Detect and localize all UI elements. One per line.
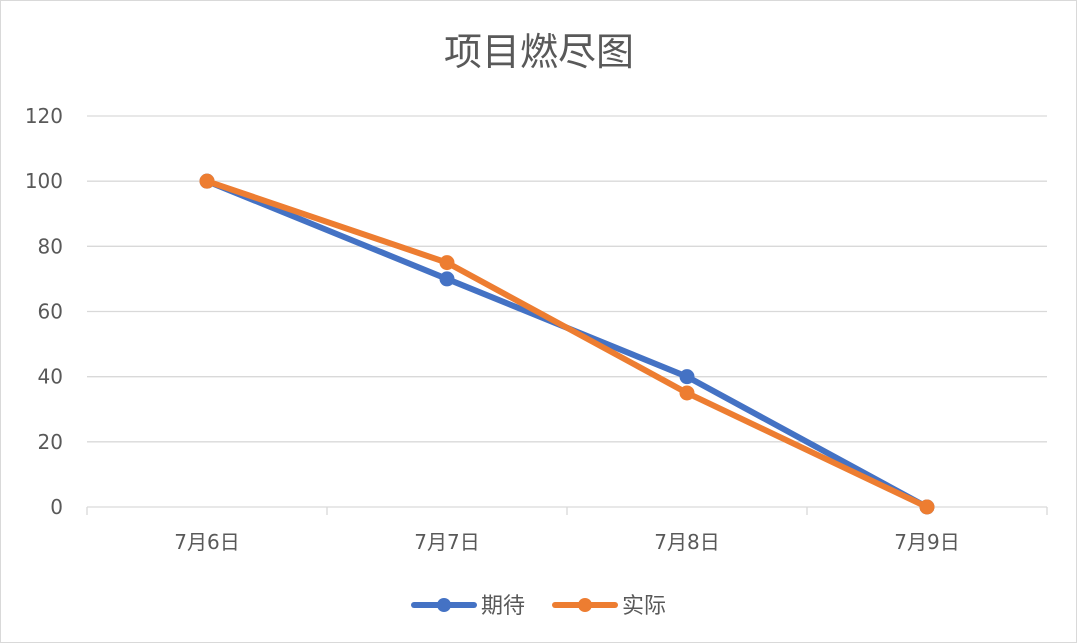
- axes: 0 20 40 60 80 100 120 7月6日 7月7日 7月8日 7月9日: [25, 104, 1048, 554]
- y-tick-label: 100: [25, 169, 63, 193]
- chart-title: 项目燃尽图: [444, 30, 634, 74]
- x-tick-label: 7月9日: [894, 530, 959, 554]
- legend-label: 期待: [481, 594, 525, 619]
- legend-label: 实际: [622, 594, 666, 619]
- legend-marker: [578, 598, 592, 612]
- gridlines: [87, 115, 1047, 443]
- x-tick-label: 7月6日: [174, 530, 239, 554]
- y-tick-label: 120: [25, 104, 63, 128]
- data-point: [439, 271, 455, 287]
- data-point: [679, 369, 695, 385]
- data-point: [679, 385, 695, 401]
- series-1: [199, 173, 935, 515]
- legend-item-2: 实际: [552, 594, 666, 619]
- series-2: [199, 173, 935, 515]
- y-tick-label: 0: [50, 495, 63, 519]
- x-tick-label: 7月8日: [654, 530, 719, 554]
- y-tick-label: 60: [38, 300, 63, 324]
- legend-item-1: 期待: [411, 594, 525, 619]
- data-point: [439, 255, 455, 271]
- legend-marker: [437, 598, 451, 612]
- data-point: [919, 499, 935, 515]
- legend: 期待 实际: [411, 594, 666, 619]
- series-group: [199, 173, 935, 515]
- x-tick-label: 7月7日: [414, 530, 479, 554]
- data-point: [199, 173, 215, 189]
- series-line: [204, 178, 930, 510]
- y-tick-label: 40: [38, 365, 63, 389]
- y-tick-label: 20: [38, 430, 63, 454]
- y-tick-label: 80: [38, 234, 63, 258]
